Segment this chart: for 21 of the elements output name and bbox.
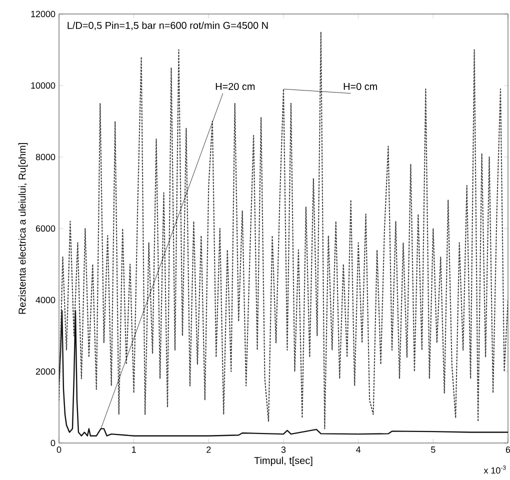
y-tick-label: 10000 [31, 82, 56, 89]
text: H=0 cm [344, 82, 377, 90]
text: x 10$^{-3}$ [484, 466, 506, 474]
y-tick-label: 8000 [36, 154, 56, 160]
x-tick-label: 1 [132, 446, 136, 453]
y-tick-label: 2000 [36, 368, 56, 375]
y-tick-label: 0 [50, 440, 56, 446]
x-tick-label: 3 [281, 446, 286, 453]
text: H=20 cm [216, 82, 255, 90]
x-tick-label: 2 [206, 446, 211, 453]
x-tick-label: 4 [356, 446, 361, 453]
y-tick-label: 4000 [36, 296, 56, 304]
y-axis-title: Rezistenta electrica a uleiului, Ru[ohm] [18, 143, 28, 314]
text: L/D=0,5 Pin=1,5 bar n=600 rot/min G=4500 N [68, 22, 268, 30]
x-tick-label: 6 [506, 446, 510, 453]
y-tick-label: 12000 [31, 10, 56, 18]
x-tick-label: 5 [431, 446, 436, 453]
line-series [59, 31, 508, 430]
x-tick-label: 0 [56, 446, 62, 453]
y-tick-label: 6000 [36, 225, 56, 232]
x-axis-title: Timpul, t[sec] [254, 456, 312, 466]
